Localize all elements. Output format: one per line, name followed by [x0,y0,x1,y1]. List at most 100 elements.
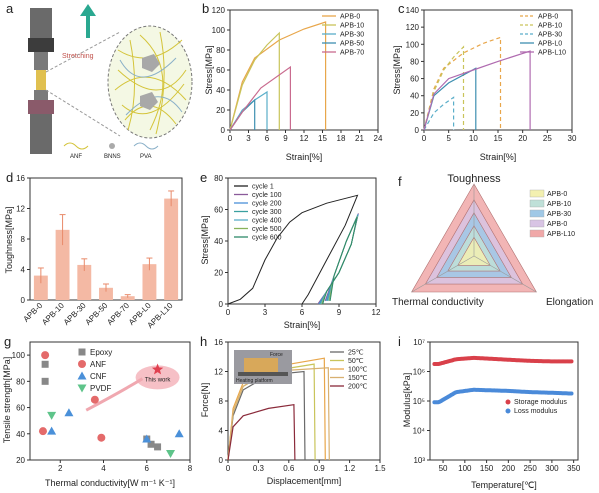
y-tick-label: 8 [21,235,26,244]
y-tick-label: 100 [12,351,26,360]
x-tick-label: 18 [337,134,346,143]
panel-g-axes [29,341,191,461]
clamp-bottom [30,114,52,154]
bar-apb-70 [120,296,135,300]
y-tick-label: 60 [216,66,225,75]
y-tick-label: 16 [214,338,223,347]
panel-e-label: e [200,170,207,185]
legend-label: 150℃ [348,375,368,382]
panel-c: c 0 5 10 15 20 25 30 0 20 40 60 80 100 120 140 Strain[… [392,1,577,162]
legend-label: APB-L10 [538,50,566,57]
radar-axis-line [411,255,475,293]
y-tick-label: 60 [410,75,419,84]
panel-d-label: d [6,170,13,185]
anf-legend-label: ANF [70,154,82,160]
panel-c-plot: 0 5 10 15 20 25 30 0 20 40 60 80 100 120 140 [406,6,577,143]
radar-axis-toughness: Toughness [447,173,501,185]
x-tick-label: 0.9 [314,464,326,473]
pva-legend-label: PVA [140,154,152,160]
x-tick-label: 9 [283,134,288,143]
panel-c-ylabel: Stress[MPa] [392,45,402,94]
this-work-highlight [135,365,180,390]
legend-label: ANF [90,360,106,369]
legend-label: APB-0 [538,14,558,21]
grip-bottom [28,100,54,114]
radar-axis-elongation: Elongation [546,297,593,308]
legend-label: APB-30 [538,32,562,39]
y-tick-label: 16 [16,174,25,183]
legend-label: CNF [90,372,107,381]
bar-apb-10 [55,229,70,300]
x-tick-label: 6 [300,308,305,317]
panel-g-label: g [4,334,11,349]
marker-pvdf [77,384,87,393]
legend-label: APB-0 [547,191,567,198]
panel-g-legend: Epoxy ANF CNF PVDF [77,348,112,393]
x-tick-label: 3 [263,308,268,317]
bar-apb-l10 [164,198,179,300]
legend-label: 200℃ [348,384,368,391]
legend-label: APB-L10 [547,231,575,238]
panel-a-label: a [6,1,14,16]
legend-label: APB-10 [547,201,571,208]
legend-label: APB-0 [547,221,567,228]
trend-arrow [85,377,144,412]
y-tick-label: 20 [214,269,223,278]
neck-top [34,52,48,70]
x-tick-label: 12 [300,134,309,143]
legend-label: cycle 100 [252,192,282,199]
series-line-apb-l10 [423,50,531,131]
panel-b-ylabel: Stress[MPa] [204,45,214,94]
panel-i-legend: Storage modulus Loss modulus [505,399,567,415]
x-tick-label: 0 [226,464,231,473]
bnns-legend-label: BNNS [104,154,121,160]
panel-h: h 0 0.3 0.6 0.9 1.2 1.5 0 4 8 12 16 Force Heating … [200,334,386,486]
legend-label: 25℃ [348,350,364,357]
x-tick-label: 2 [58,464,63,473]
category-label: APB-30 [62,301,88,327]
marker-epoxy [154,443,162,451]
legend-label: cycle 400 [252,218,282,225]
legend-swatch [505,408,511,414]
legend-swatch [529,189,545,198]
legend-swatch [529,209,545,218]
y-tick-label: 12 [214,368,223,377]
legend-label: cycle 200 [252,201,282,208]
legend-label: 50℃ [348,358,364,365]
x-tick-label: 25 [543,134,552,143]
y-tick-label: 120 [406,23,420,32]
panel-g-ylabel: Tensile strength[MPa] [2,357,12,444]
x-tick-label: 350 [567,464,581,473]
zoom-line-top [45,31,121,73]
legend-label: APB-L0 [538,41,562,48]
panel-e-axes [227,177,377,305]
category-label: APB-10 [40,301,66,327]
grip-top [28,38,54,52]
y-tick-label: 8 [219,397,224,406]
panel-b-plot: 0 3 6 9 12 15 18 21 24 0 20 40 60 80 100 120 [212,6,383,143]
y-tick-label: 60 [16,404,25,413]
series-line-25- [227,370,306,461]
category-label: APB-50 [84,301,110,327]
legend-swatch [529,199,545,208]
y-tick-label: 100 [406,40,420,49]
x-tick-label: 0 [422,134,427,143]
x-tick-label: 24 [374,134,383,143]
x-tick-label: 50 [439,464,448,473]
legend-label: APB-10 [340,23,364,30]
bar-apb-50 [99,287,113,300]
panel-c-xlabel: Strain[%] [480,152,517,162]
panel-i-xlabel: Temperature[℃] [471,480,537,490]
legend-label: APB-70 [340,50,364,57]
legend-label: Loss modulus [514,408,558,415]
zoom-line-bottom [45,89,121,137]
legend-label: APB-0 [340,14,360,21]
x-tick-label: 6 [265,134,270,143]
legend-swatch [505,399,511,405]
y-tick-label: 4 [21,266,26,275]
bnns-legend-icon [109,143,115,149]
bar-apb-l0 [142,264,157,300]
bnns-particle-1 [142,54,160,72]
